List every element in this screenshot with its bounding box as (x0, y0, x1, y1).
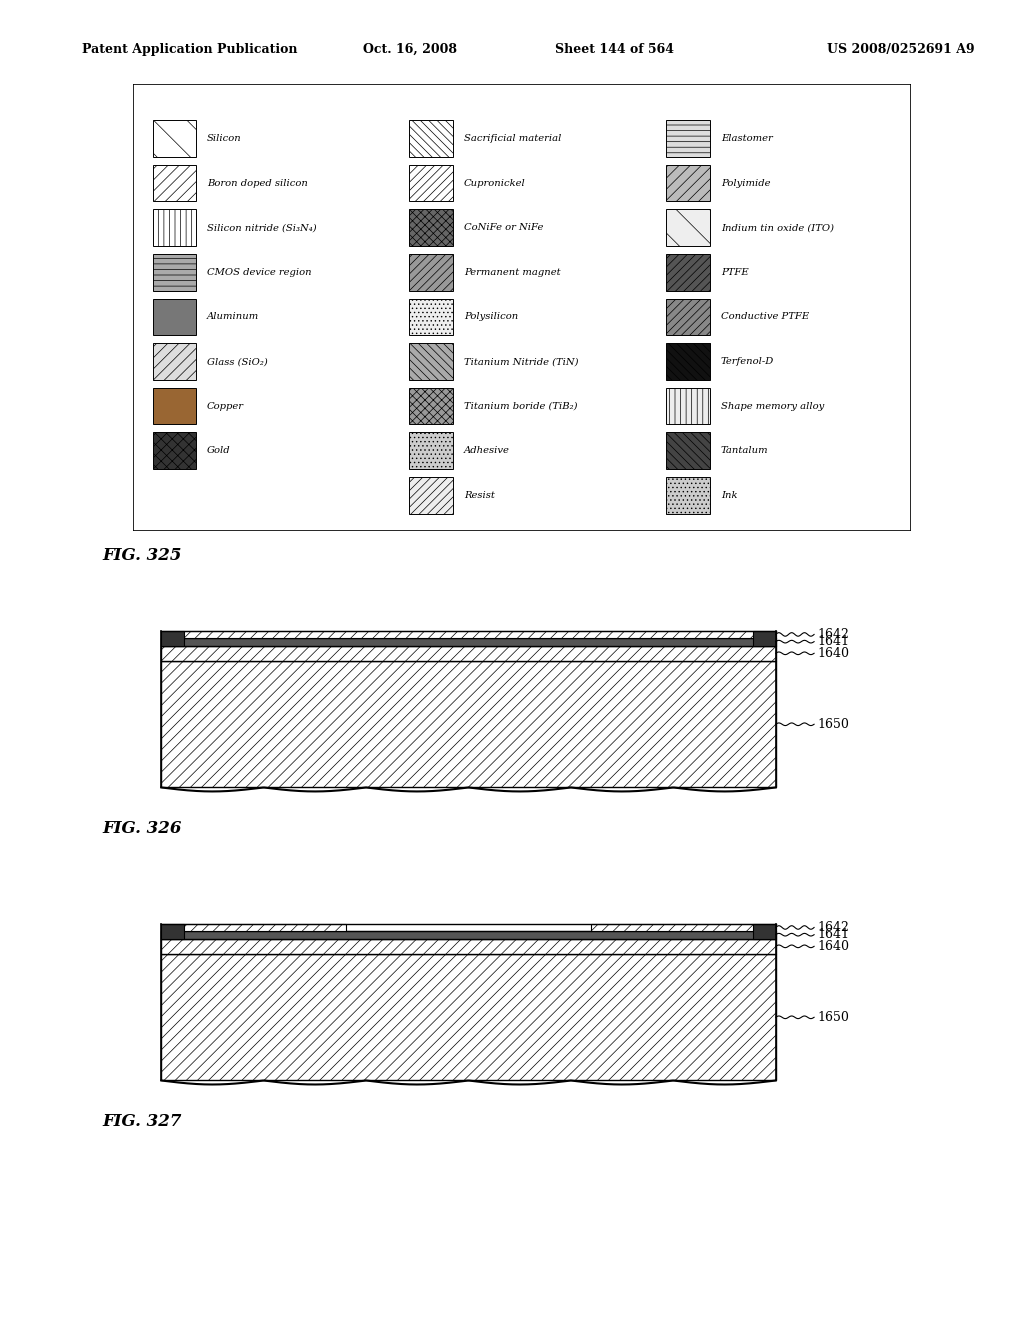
Bar (153, 120, 197, 157)
Bar (410, 433, 453, 469)
Text: 1641: 1641 (818, 635, 850, 648)
Text: Sheet 144 of 564: Sheet 144 of 564 (555, 42, 674, 55)
Text: 1640: 1640 (818, 647, 850, 660)
Bar (410, 343, 453, 380)
Bar (162, 638, 776, 645)
Text: Polysilicon: Polysilicon (464, 313, 518, 322)
Bar (162, 924, 184, 939)
Bar (667, 433, 710, 469)
Text: 1642: 1642 (818, 628, 850, 642)
Text: PTFE: PTFE (721, 268, 749, 277)
Bar (153, 165, 197, 202)
Text: Shape memory alloy: Shape memory alloy (721, 401, 824, 411)
Text: Cupronickel: Cupronickel (464, 178, 525, 187)
Bar (153, 433, 197, 469)
Text: Resist: Resist (464, 491, 495, 500)
Text: Permanent magnet: Permanent magnet (464, 268, 560, 277)
Text: 1640: 1640 (818, 940, 850, 953)
Text: Adhesive: Adhesive (464, 446, 510, 455)
Text: Glass (SiO₂): Glass (SiO₂) (207, 356, 268, 366)
Text: Aluminum: Aluminum (207, 313, 259, 322)
Bar (153, 388, 197, 425)
Bar (667, 388, 710, 425)
Bar (410, 388, 453, 425)
Text: FIG. 325: FIG. 325 (102, 548, 182, 564)
Text: Boron doped silicon: Boron doped silicon (207, 178, 308, 187)
Bar (410, 120, 453, 157)
Text: Conductive PTFE: Conductive PTFE (721, 313, 809, 322)
Text: Indium tin oxide (ITO): Indium tin oxide (ITO) (721, 223, 834, 232)
Bar (153, 210, 197, 246)
Bar (753, 924, 776, 939)
Text: Terfenol-D: Terfenol-D (721, 356, 774, 366)
Bar (410, 165, 453, 202)
Text: Oct. 16, 2008: Oct. 16, 2008 (362, 42, 457, 55)
Text: Silicon: Silicon (207, 133, 242, 143)
Bar (667, 477, 710, 513)
Text: Silicon nitride (Si₃N₄): Silicon nitride (Si₃N₄) (207, 223, 316, 232)
Bar (162, 924, 346, 931)
Bar (667, 210, 710, 246)
Text: Titanium boride (TiB₂): Titanium boride (TiB₂) (464, 401, 578, 411)
Text: Ink: Ink (721, 491, 737, 500)
Bar (667, 253, 710, 290)
Text: 1642: 1642 (818, 921, 850, 935)
Bar (410, 210, 453, 246)
Text: Gold: Gold (207, 446, 230, 455)
Bar (667, 165, 710, 202)
Text: CMOS device region: CMOS device region (207, 268, 311, 277)
Bar (162, 939, 776, 954)
Bar (667, 343, 710, 380)
Text: Elastomer: Elastomer (721, 133, 772, 143)
Text: CoNiFe or NiFe: CoNiFe or NiFe (464, 223, 544, 232)
Bar (153, 298, 197, 335)
Bar (153, 253, 197, 290)
Text: 1650: 1650 (818, 718, 850, 731)
Text: Sacrificial material: Sacrificial material (464, 133, 561, 143)
Bar (410, 253, 453, 290)
Bar (667, 120, 710, 157)
Text: FIG. 326: FIG. 326 (102, 820, 182, 837)
Bar (162, 931, 776, 939)
Text: US 2008/0252691 A9: US 2008/0252691 A9 (827, 42, 975, 55)
Bar (592, 924, 776, 931)
Bar (753, 631, 776, 645)
Bar (153, 343, 197, 380)
Text: 1650: 1650 (818, 1011, 850, 1024)
Bar (162, 645, 776, 661)
Bar (410, 477, 453, 513)
Text: Tantalum: Tantalum (721, 446, 768, 455)
Text: FIG. 327: FIG. 327 (102, 1113, 182, 1130)
Bar (410, 298, 453, 335)
Bar (162, 661, 776, 788)
Bar (162, 954, 776, 1081)
Text: Patent Application Publication: Patent Application Publication (82, 42, 297, 55)
Bar (162, 631, 184, 645)
Text: Titanium Nitride (TiN): Titanium Nitride (TiN) (464, 356, 579, 366)
Bar (667, 298, 710, 335)
Text: Copper: Copper (207, 401, 244, 411)
Text: Polyimide: Polyimide (721, 178, 770, 187)
Text: 1641: 1641 (818, 928, 850, 941)
Bar (162, 631, 776, 638)
